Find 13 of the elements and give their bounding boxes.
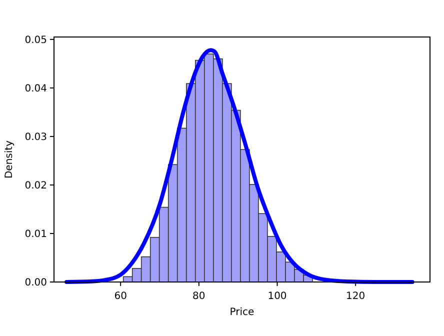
y-tick-label: 0.04 bbox=[24, 83, 47, 94]
x-tick-label: 80 bbox=[192, 291, 206, 302]
y-tick-label: 0.02 bbox=[24, 180, 47, 192]
x-axis-title: Price bbox=[230, 307, 254, 318]
y-tick-label: 0.03 bbox=[24, 132, 47, 143]
y-tick-label: 0.05 bbox=[24, 34, 47, 46]
line-series bbox=[64, 48, 414, 284]
y-axis-title: Density bbox=[4, 140, 15, 179]
x-tick-label: 120 bbox=[346, 291, 366, 302]
y-tick-label: 0.01 bbox=[24, 228, 47, 240]
x-tick-label: 100 bbox=[268, 291, 287, 302]
x-tick-label: 60 bbox=[114, 291, 127, 302]
y-tick-label: 0.00 bbox=[24, 278, 47, 288]
